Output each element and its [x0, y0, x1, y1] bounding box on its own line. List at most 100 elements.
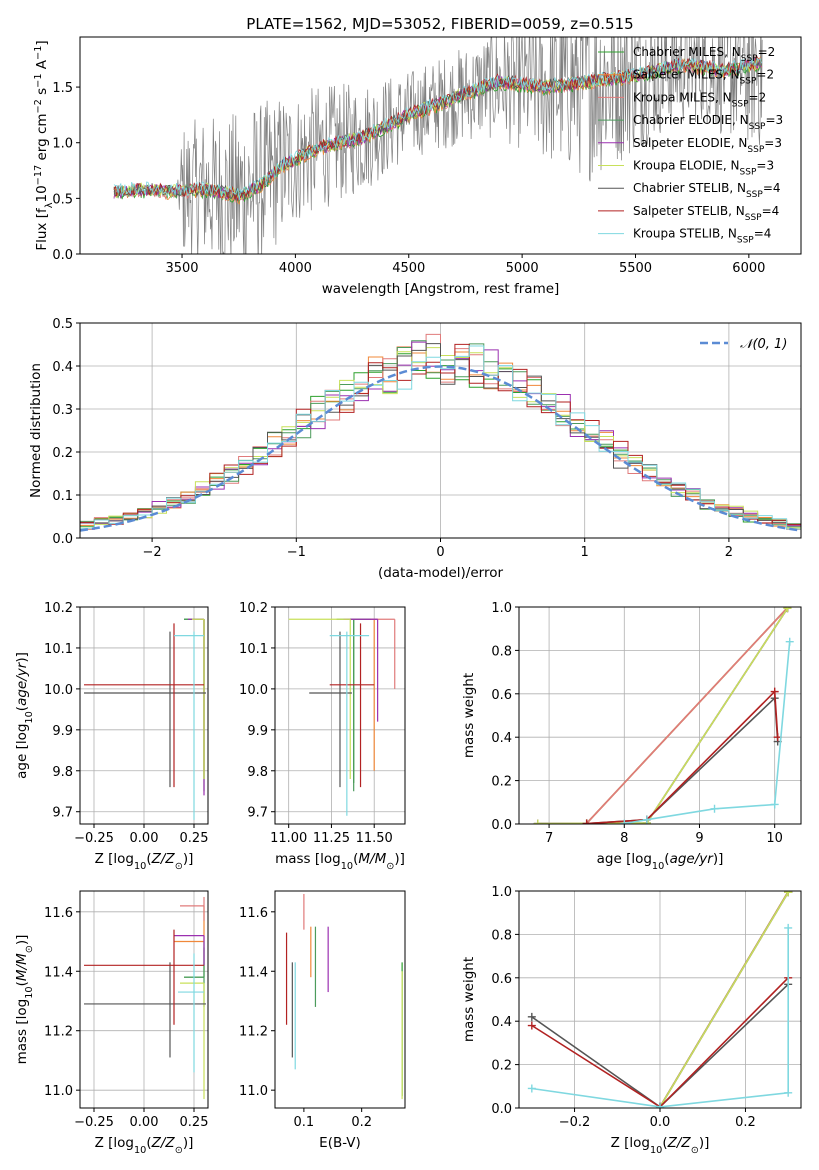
x-tick-label: 4500: [392, 261, 425, 276]
y-tick-label: 11.2: [239, 1025, 268, 1040]
axes-frame: [79, 36, 802, 255]
x-tick-label: 7: [545, 831, 553, 846]
point-Salpeter_STELIB: [84, 929, 204, 1025]
y-tick-label: 0.2: [491, 1059, 512, 1074]
y-tick-label: 9.9: [52, 724, 73, 739]
x-axis-label: E(B-V): [319, 1135, 361, 1151]
y-tick-label: 10.1: [44, 642, 73, 657]
y-axis-label-part: 10: [34, 185, 50, 202]
legend: 𝒩(0, 1): [700, 337, 787, 352]
point-Salpeter_STELIB: [84, 623, 204, 788]
point-Kroupa_ELODIE: [288, 618, 351, 779]
marker-plus: [784, 1088, 793, 1097]
x-axis-label-part: )]: [183, 1135, 194, 1151]
legend-label: Chabrier STELIB, NSSP=4: [633, 181, 781, 200]
legend-label-part: Chabrier STELIB, N: [633, 181, 746, 195]
point-Kroupa_STELIB: [174, 631, 204, 820]
series-Salpeter_STELIB: [586, 689, 779, 824]
y-axis-label-part: )]: [14, 935, 30, 946]
gaussian-curve: [80, 365, 801, 532]
y-tick-label: 0.1: [52, 489, 73, 504]
marker-plus: [710, 804, 719, 813]
x-axis-label: age [log10(age/yr)]: [597, 851, 724, 872]
legend-label-part: SSP: [737, 236, 754, 246]
y-tick-label: 10.2: [239, 601, 268, 616]
y-axis-label-part: mass [log: [14, 999, 30, 1065]
y-tick-label: 10.0: [44, 683, 73, 698]
spectrum-data-line: [113, 37, 763, 254]
x-axis-label-part: ⊙: [175, 861, 183, 872]
x-axis-label: (data-model)/error: [378, 565, 504, 581]
y-tick-label: 0.0: [52, 248, 73, 263]
legend-label: Kroupa ELODIE, NSSP=3: [633, 159, 774, 178]
y-tick-label: 10.0: [239, 683, 268, 698]
x-axis-label-part: E(B-V): [319, 1135, 361, 1151]
legend-label: Salpeter ELODIE, NSSP=3: [633, 136, 782, 155]
legend-label-part: Salpeter ELODIE, N: [633, 136, 747, 150]
x-tick-label: 5000: [506, 261, 539, 276]
x-tick-label: 0.0: [650, 1115, 671, 1130]
x-axis-label-part: ⊙: [175, 1145, 183, 1156]
x-axis-label-part: )]: [699, 1135, 710, 1151]
legend-label-part: SSP: [747, 145, 764, 155]
x-tick-label: −0.25: [74, 1115, 114, 1130]
y-axis-label-part: age [log: [14, 724, 30, 779]
y-axis-label-part: 10: [24, 711, 35, 723]
x-tick-label: 3500: [165, 261, 198, 276]
point-Kroupa_ELODIE: [192, 618, 205, 779]
y-axis-label: mass [log10(M/M⊙)]: [14, 935, 35, 1065]
y-tick-label: 1.0: [52, 137, 73, 152]
y-axis-label-part: λ: [44, 202, 55, 208]
marker-plus: [784, 891, 793, 897]
y-tick-label: 1.5: [52, 81, 73, 96]
legend-label-part: SSP: [741, 54, 758, 64]
y-tick-label: 10.2: [44, 601, 73, 616]
y-tick-label: 0.0: [491, 1102, 512, 1117]
x-axis-label: wavelength [Angstrom, rest frame]: [322, 281, 560, 297]
x-tick-label: 0.00: [130, 1115, 159, 1130]
legend-label: Chabrier ELODIE, NSSP=3: [633, 113, 783, 132]
legend-label: Salpeter MILES, NSSP=2: [633, 68, 774, 87]
hist-series-Kroupa_STELIB: [80, 345, 801, 530]
plot-area: [519, 607, 801, 824]
marker-plus: [642, 815, 651, 824]
x-axis-label: Z [log10(Z/Z⊙)]: [95, 1135, 194, 1156]
y-axis-label-part: (: [14, 706, 30, 711]
plot-area: [113, 37, 763, 254]
x-axis-label-part: Z [log: [95, 1135, 134, 1151]
y-axis-label: Flux [fλ10−17 erg cm−2 s−1 A−1]: [33, 40, 55, 250]
spectrum-model-Chabrier_STELIB: [113, 56, 762, 200]
y-tick-label: 0.5: [52, 192, 73, 207]
series-Kroupa_STELIB: [531, 927, 789, 1108]
marker-plus: [527, 1021, 536, 1030]
x-axis-label: Z [log10(Z/Z⊙)]: [95, 851, 194, 872]
y-tick-label: 9.8: [247, 765, 268, 780]
y-tick-label: 0.4: [491, 1015, 512, 1030]
point-Kroupa_STELIB: [178, 953, 204, 1073]
legend-label: Kroupa MILES, NSSP=2: [633, 90, 766, 109]
x-tick-label: 0: [436, 545, 444, 560]
x-tick-label: 0.25: [180, 1115, 209, 1130]
x-axis-label-part: Z/Z: [151, 851, 176, 867]
marker-plus: [783, 607, 792, 613]
y-tick-label: 11.0: [44, 1084, 73, 1099]
x-axis-label-part: 10: [134, 1145, 146, 1156]
x-tick-label: −2: [143, 545, 162, 560]
y-tick-label: 0.6: [491, 688, 512, 703]
x-tick-label: 0.00: [130, 831, 159, 846]
y-axis-label-part: (: [14, 981, 30, 986]
point-Kroupa_ELODIE: [180, 982, 205, 1100]
panel-residual_hist: 𝒩(0, 1) −2 −1 0 1 2 0.0 0.1 0.2 0.3 0.4 0.5 (data-mo…: [28, 317, 802, 581]
y-axis-label-part: −17: [33, 165, 44, 186]
y-tick-label: 11.0: [239, 1084, 268, 1099]
x-axis-label-part: ⊙: [386, 861, 394, 872]
x-axis-label-part: 10: [341, 861, 353, 872]
legend-label: Salpeter STELIB, NSSP=4: [633, 204, 779, 223]
panel-mass_vs_ebv: 0.1 0.2 11.0 11.2 11.4 11.6 E(B-V): [239, 890, 406, 1151]
panel-age_vs_Z: −0.25 0.00 0.25 9.7 9.8 9.9 10.0 10.1 10.2 Z [log…: [14, 601, 209, 872]
legend-label-part: SSP: [745, 213, 762, 223]
x-axis-label-part: (: [353, 851, 358, 867]
